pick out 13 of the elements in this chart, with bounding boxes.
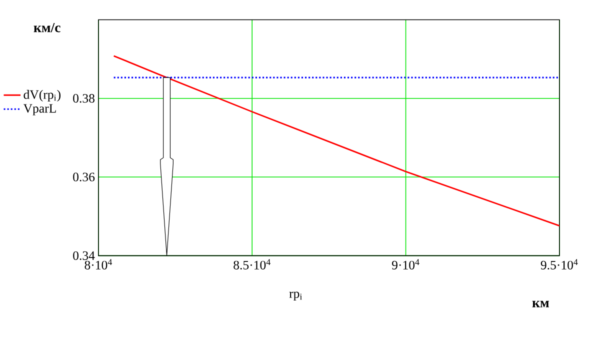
line-series: [113, 55, 560, 227]
x-axis-title: rp$_{i}$: [289, 292, 302, 301]
legend-label: dV(rp$_{i}$): [24, 90, 60, 102]
x-tick-label: 8·10$^{4}$: [84, 259, 112, 270]
text: км: [532, 301, 549, 308]
legend-label: VparL: [23, 104, 56, 116]
x-tick-label: 9.5·10$^{4}$: [540, 259, 578, 270]
y-axis-title: км/с: [34, 23, 60, 32]
x-tick-label: 9·10$^{4}$: [392, 259, 420, 270]
x-tick-label: 8.5·10$^{4}$: [234, 259, 270, 270]
y-tick-label: 0.36: [73, 172, 95, 182]
y-tick-label: 0.38: [73, 94, 94, 103]
y-tick-label: 0.34: [73, 252, 95, 260]
